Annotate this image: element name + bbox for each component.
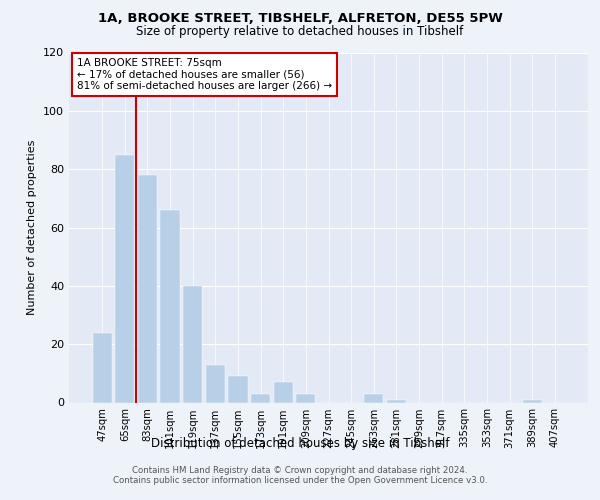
Bar xyxy=(523,400,542,402)
Text: 1A BROOKE STREET: 75sqm
← 17% of detached houses are smaller (56)
81% of semi-de: 1A BROOKE STREET: 75sqm ← 17% of detache… xyxy=(77,58,332,91)
Bar xyxy=(115,154,134,402)
Bar xyxy=(364,394,383,402)
Bar xyxy=(206,364,225,403)
Text: Contains public sector information licensed under the Open Government Licence v3: Contains public sector information licen… xyxy=(113,476,487,485)
Text: Distribution of detached houses by size in Tibshelf: Distribution of detached houses by size … xyxy=(151,438,449,450)
Bar xyxy=(251,394,270,402)
Text: 1A, BROOKE STREET, TIBSHELF, ALFRETON, DE55 5PW: 1A, BROOKE STREET, TIBSHELF, ALFRETON, D… xyxy=(98,12,502,26)
Text: Contains HM Land Registry data © Crown copyright and database right 2024.: Contains HM Land Registry data © Crown c… xyxy=(132,466,468,475)
Bar xyxy=(274,382,293,402)
Bar xyxy=(387,400,406,402)
Bar xyxy=(296,394,316,402)
Bar xyxy=(160,210,180,402)
Bar xyxy=(92,332,112,402)
Text: Size of property relative to detached houses in Tibshelf: Size of property relative to detached ho… xyxy=(136,25,464,38)
Bar xyxy=(229,376,248,402)
Bar xyxy=(183,286,202,403)
Bar xyxy=(138,175,157,402)
Y-axis label: Number of detached properties: Number of detached properties xyxy=(28,140,37,315)
